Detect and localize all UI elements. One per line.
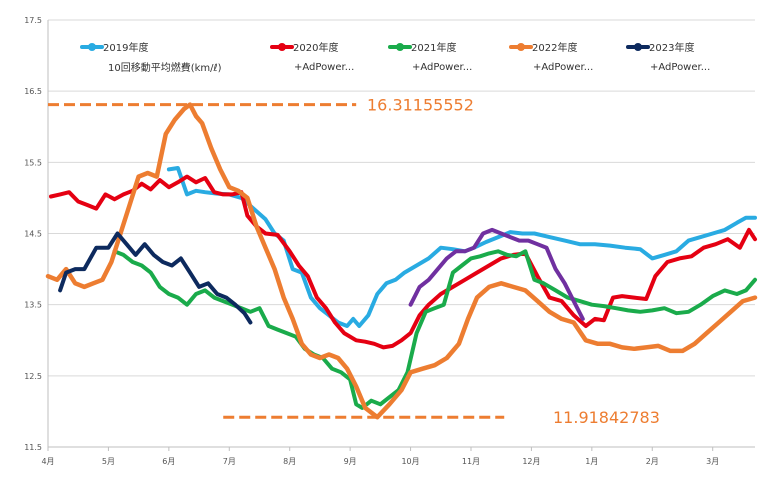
series-line-2022年度: [45, 102, 758, 420]
legend-label: 2023年度: [649, 41, 694, 54]
y-tick-label: 14.5: [24, 230, 42, 239]
legend-marker: [88, 43, 96, 51]
x-tick-label: 8月: [283, 457, 296, 466]
legend-marker: [517, 43, 525, 51]
x-tick-label: 3月: [706, 457, 719, 466]
legend-label: 2020年度: [293, 41, 338, 54]
chart-subtitle: 10回移動平均燃費(km/ℓ): [108, 61, 222, 74]
series-lines: [45, 102, 758, 420]
legend-marker: [278, 43, 286, 51]
x-tick-label: 4月: [41, 457, 54, 466]
y-tick-label: 16.5: [24, 87, 42, 96]
series-line-2023年度: [58, 231, 253, 325]
y-tick-label: 15.5: [24, 158, 42, 167]
annotation-value-label: 16.31155552: [367, 96, 474, 115]
legend-sub-label: +AdPower...: [294, 62, 354, 73]
gridlines: [48, 19, 755, 448]
series-line-2020年度: [49, 174, 757, 350]
legend-marker: [634, 43, 642, 51]
series-line-2019年度: [166, 166, 757, 328]
x-tick-label: 9月: [344, 457, 357, 466]
series-line-2021年度: [112, 249, 757, 410]
legend-label: 2019年度: [103, 41, 148, 54]
legend-sub-label: +AdPower...: [650, 62, 710, 73]
legend-sub-label: +AdPower...: [533, 62, 593, 73]
series-line-unlabeled-5: [408, 227, 585, 321]
x-tick-label: 1月: [585, 457, 598, 466]
y-tick-label: 13.5: [24, 301, 42, 310]
x-tick-label: 7月: [223, 457, 236, 466]
annotation-value-label: 11.91842783: [553, 408, 660, 427]
legend-label: 2021年度: [411, 41, 456, 54]
annotation-lines: [48, 103, 505, 419]
x-tick-label: 6月: [162, 457, 175, 466]
legend-sub-label: +AdPower...: [412, 62, 472, 73]
x-tick-label: 2月: [646, 457, 659, 466]
legend: 2019年度 2020年度 +AdPower... 2021年度 +AdPower...…: [80, 41, 710, 73]
x-tick-label: 5月: [102, 457, 115, 466]
y-tick-label: 12.5: [24, 372, 42, 381]
annotation-labels: 16.31155552 11.91842783: [367, 96, 660, 428]
x-tick-label: 11月: [462, 457, 480, 466]
x-tick-label: 12月: [522, 457, 540, 466]
legend-label: 2022年度: [532, 41, 577, 54]
axes: 11.5 12.5 13.5 14.5 15.5 16.5 17.5 4月 5月 6月 7月 8月 9月…: [24, 16, 755, 466]
x-tick-label: 10月: [401, 457, 419, 466]
y-tick-label: 17.5: [24, 16, 42, 25]
legend-marker: [396, 43, 404, 51]
y-tick-label: 11.5: [24, 443, 42, 452]
